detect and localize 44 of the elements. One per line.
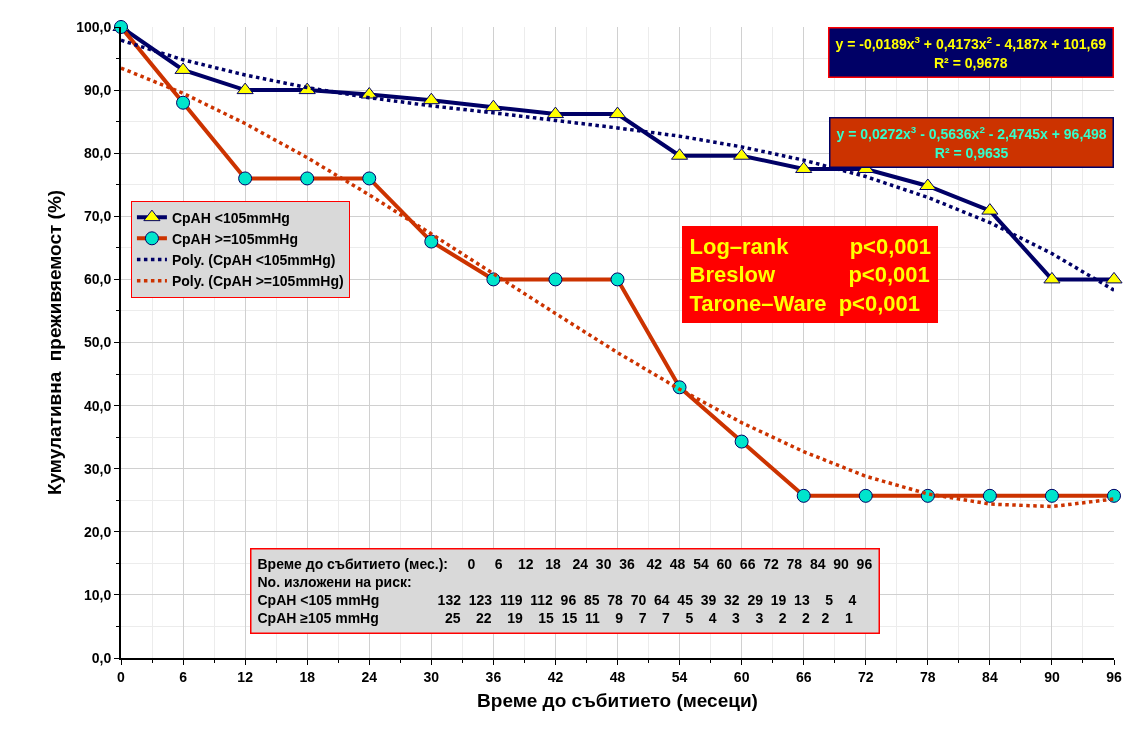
annotation: y = -0,0189x$^{3}$ + 0,4173x$^{2}$ - 4,187x + 101,69 R² = 0,9678 — [835, 34, 1107, 71]
annotation: y = 0,0272x$^{3}$ - 0,5636x$^{2}$ - 2,4745x + 96,498 R² = 0,9635 — [836, 124, 1107, 161]
x-tick-label: 78 — [920, 668, 936, 685]
y-axis-title: Кумулативна преживяемост (%) — [43, 189, 65, 496]
legend-label: Poly. (СрАН >=105mmHg) — [171, 273, 344, 290]
y-tick-label: 90,0 — [83, 82, 112, 98]
x-tick-label: 18 — [299, 668, 316, 685]
point — [919, 178, 937, 191]
x-tick-label: 30 — [423, 668, 440, 685]
x-tick-label: 72 — [857, 668, 874, 685]
x-tick-label: 96 — [1106, 668, 1122, 685]
y-tick-label: 80,0 — [83, 145, 112, 162]
x-tick-label: 90 — [1044, 668, 1060, 685]
y-tick-label: 10,0 — [83, 586, 112, 603]
legend-label: СрАН <105mmHg — [171, 209, 290, 226]
x-tick-label: 54 — [671, 668, 688, 685]
x-tick-label: 66 — [795, 668, 812, 685]
annotation: Log–rank p<0,001 Breslow p<0,001 Tarone–Ware p<0,001 — [689, 233, 931, 316]
x-tick-label: 36 — [485, 668, 502, 685]
x-tick-label: 60 — [733, 668, 750, 685]
point — [484, 99, 502, 112]
y-tick-label: 60,0 — [83, 271, 112, 288]
annotation: Време до събитието (мес.): 0 6 12 18 24 30 36 42 48 54 60 66 72 78 84 90 96 No. изложени на риск: СрАН <105 mmHg 132 123 119 112 96 85 78 70 64 45 39 32 29 19 13 5 4 СрАН ≥105 mmHg 25 22 19 15 15 11 9 7 7 5 4 3 3 2 2 2 1 — [257, 555, 873, 627]
point — [1043, 271, 1061, 284]
y-tick-label: 20,0 — [83, 523, 112, 540]
x-tick-label: 0 — [117, 668, 126, 685]
x-tick-label: 84 — [982, 668, 998, 685]
x-axis-title: Време до събитието (месеци) — [477, 690, 758, 712]
x-tick-label: 6 — [179, 668, 188, 685]
y-tick-label: 70,0 — [83, 208, 112, 225]
legend-label: Poly. (СрАН <105mmHg) — [171, 251, 336, 268]
x-tick-label: 48 — [609, 668, 626, 685]
y-tick-label: 40,0 — [83, 397, 112, 414]
y-tick-label: 0,0 — [91, 649, 112, 666]
x-tick-label: 24 — [361, 668, 378, 685]
y-tick-label: 50,0 — [83, 334, 112, 351]
x-tick-label: 42 — [547, 668, 564, 685]
x-tick-label: 12 — [237, 668, 254, 685]
y-tick-label: 100,0 — [76, 18, 112, 35]
y-tick-label: 30,0 — [83, 460, 112, 477]
point — [422, 92, 440, 105]
point — [236, 82, 254, 95]
point — [1105, 271, 1123, 284]
legend-label: СрАН >=105mmHg — [171, 230, 298, 247]
